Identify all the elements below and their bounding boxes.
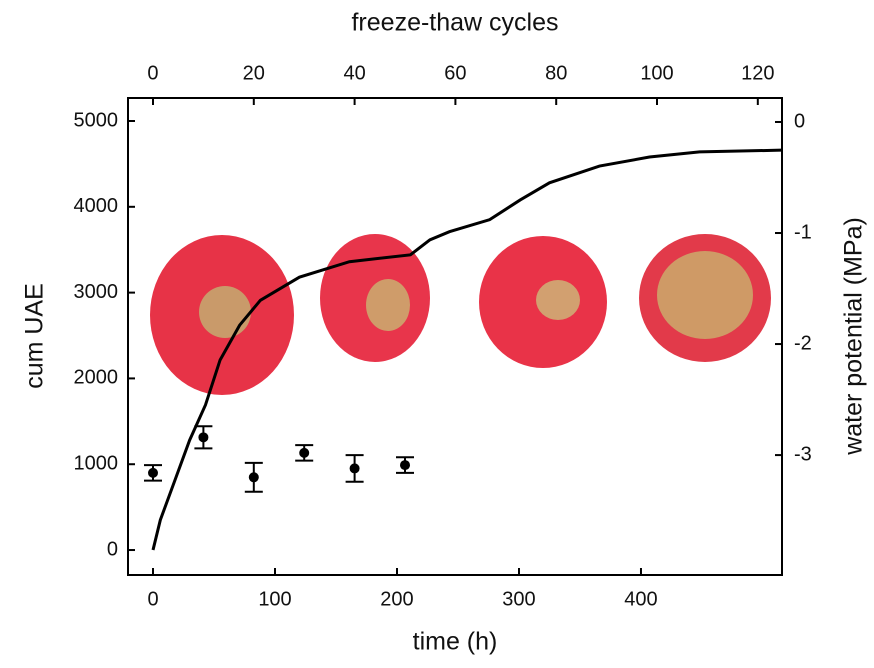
water-potential-point	[147, 467, 158, 478]
x-tick-label: 0	[147, 588, 158, 610]
apple-core	[536, 280, 580, 320]
cum-uae-line	[151, 148, 782, 551]
x2-tick-label: 20	[243, 62, 265, 84]
water-potential-point	[400, 460, 411, 471]
x2-tick-label: 40	[343, 62, 365, 84]
water-potential-point	[299, 447, 310, 458]
y2-tick-label: -3	[794, 443, 812, 465]
y2-axis-title: water potential (MPa)	[840, 217, 868, 456]
y2-tick-label: 0	[794, 110, 805, 132]
water-potential-point	[349, 463, 360, 474]
apple-core	[657, 251, 753, 339]
x-tick-label: 100	[258, 588, 291, 610]
y-tick-label: 3000	[74, 281, 119, 303]
x2-axis-title: freeze-thaw cycles	[351, 9, 558, 37]
water-potential-point	[248, 472, 259, 483]
x-tick-label: 300	[502, 588, 535, 610]
x2-tick-label: 120	[741, 62, 774, 84]
y-tick-label: 1000	[74, 453, 119, 475]
x2-tick-label: 80	[545, 62, 567, 84]
x2-tick-label: 0	[147, 62, 158, 84]
y-tick-label: 0	[107, 538, 118, 560]
x-tick-label: 400	[624, 588, 657, 610]
x2-tick-label: 60	[444, 62, 466, 84]
y-tick-label: 2000	[74, 367, 119, 389]
y-axis-title: cum UAE	[21, 283, 49, 389]
x-axis-title: time (h)	[413, 628, 498, 656]
x-tick-label: 200	[380, 588, 413, 610]
y2-tick-label: -1	[794, 221, 812, 243]
water-potential-point	[198, 432, 209, 443]
apple-core	[366, 279, 410, 331]
apple-photos	[150, 234, 771, 395]
apple-core	[199, 286, 251, 338]
y2-tick-label: -2	[794, 332, 812, 354]
y-tick-label: 4000	[74, 195, 119, 217]
y-tick-label: 5000	[74, 109, 119, 131]
x2-tick-label: 100	[640, 62, 673, 84]
